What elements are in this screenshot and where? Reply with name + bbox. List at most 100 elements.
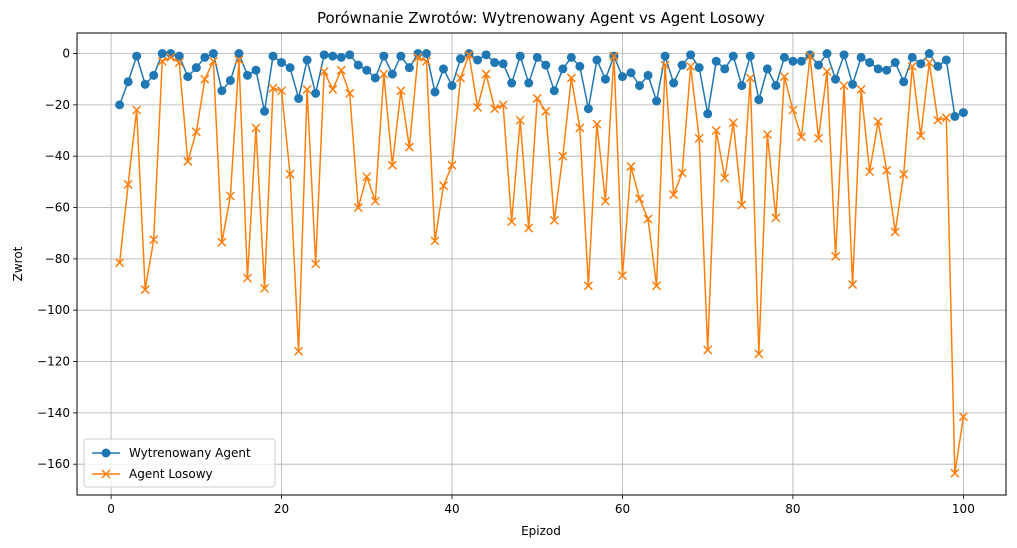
data-point <box>294 346 304 356</box>
data-point <box>754 349 764 359</box>
x-axis-label: Epizod <box>521 524 561 538</box>
data-point <box>583 281 593 291</box>
data-point <box>507 217 517 227</box>
data-point <box>600 74 610 84</box>
data-point <box>720 173 730 183</box>
data-point <box>149 235 159 245</box>
y-axis-label: Zwrot <box>11 246 25 281</box>
data-point <box>762 129 772 139</box>
data-point <box>643 70 653 80</box>
data-point <box>302 84 312 94</box>
data-point <box>822 49 832 59</box>
data-point <box>950 468 960 478</box>
data-point <box>456 73 466 83</box>
data-point <box>123 77 133 87</box>
x-tick-label: 0 <box>107 502 115 516</box>
data-point <box>660 60 670 70</box>
data-point <box>652 281 662 291</box>
data-point <box>669 190 679 200</box>
data-point <box>703 109 713 119</box>
data-point <box>268 51 278 61</box>
data-point <box>515 115 525 125</box>
data-point <box>311 88 321 98</box>
data-point <box>941 55 951 65</box>
data-point <box>353 60 363 70</box>
data-point <box>524 223 534 233</box>
data-point <box>737 81 747 91</box>
data-point <box>319 66 329 77</box>
data-point <box>387 160 397 170</box>
data-point <box>626 161 636 171</box>
data-point <box>566 73 576 83</box>
data-point <box>634 194 645 204</box>
series <box>115 49 968 478</box>
data-point <box>336 52 346 62</box>
chart-title: Porównanie Zwrotów: Wytrenowany Agent vs… <box>317 9 765 27</box>
data-point <box>882 65 892 75</box>
data-point <box>831 251 841 261</box>
data-point <box>796 132 806 142</box>
legend-label-random: Agent Losowy <box>129 467 213 481</box>
data-point <box>652 96 662 106</box>
legend-marker-random <box>101 469 111 479</box>
data-point <box>379 69 389 79</box>
data-point <box>745 51 755 61</box>
data-point <box>694 133 704 143</box>
data-point <box>157 56 167 66</box>
data-point <box>890 58 900 68</box>
data-point <box>481 69 491 79</box>
data-point <box>294 93 304 103</box>
data-point <box>379 51 389 61</box>
data-point <box>916 131 926 141</box>
data-point <box>115 100 125 110</box>
data-point <box>200 74 210 84</box>
data-point <box>191 127 201 137</box>
data-point <box>541 106 551 116</box>
data-point <box>115 258 125 268</box>
data-point <box>805 51 815 61</box>
data-point <box>421 56 431 66</box>
series-0 <box>115 49 968 121</box>
data-point <box>831 74 841 84</box>
data-point <box>285 169 295 179</box>
data-point <box>225 191 235 201</box>
data-point <box>865 167 875 177</box>
data-point <box>762 64 772 74</box>
data-point <box>549 215 559 225</box>
data-point <box>958 412 968 422</box>
data-point <box>686 61 696 71</box>
data-point <box>328 51 338 61</box>
x-tick-label: 60 <box>615 502 630 516</box>
data-point <box>771 213 781 223</box>
data-point <box>524 78 534 88</box>
data-point <box>788 105 798 115</box>
data-point <box>899 77 909 87</box>
legend-marker-trained <box>101 448 111 458</box>
data-point <box>430 87 440 97</box>
data-point <box>438 181 449 191</box>
x-tick-label: 100 <box>952 502 975 516</box>
data-point <box>669 78 679 88</box>
data-point <box>728 118 738 128</box>
data-point <box>464 50 474 60</box>
data-point <box>592 55 602 65</box>
y-tick-label: −60 <box>45 201 70 215</box>
data-point <box>566 52 576 62</box>
data-point <box>473 102 483 112</box>
data-point <box>242 70 252 80</box>
data-point <box>302 55 312 65</box>
data-point <box>345 50 355 60</box>
data-point <box>507 78 517 88</box>
series-1 <box>115 50 968 478</box>
data-point <box>319 50 329 60</box>
data-point <box>208 49 218 59</box>
data-point <box>865 58 875 68</box>
data-point <box>234 49 244 59</box>
data-point <box>396 86 406 96</box>
data-point <box>447 160 457 170</box>
data-point <box>711 126 721 136</box>
data-point <box>856 52 866 62</box>
data-point <box>498 59 508 69</box>
y-tick-label: −20 <box>45 98 70 112</box>
